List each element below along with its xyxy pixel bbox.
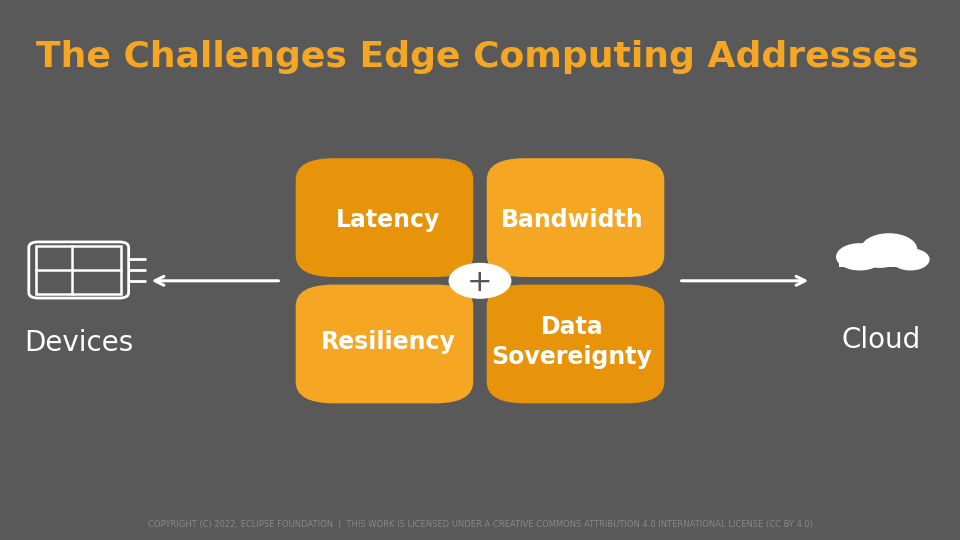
- Text: +: +: [468, 268, 492, 297]
- Circle shape: [861, 234, 917, 265]
- Text: Cloud: Cloud: [842, 326, 921, 354]
- FancyBboxPatch shape: [487, 158, 664, 277]
- Bar: [36, 246, 121, 294]
- Text: Resiliency: Resiliency: [321, 330, 455, 354]
- Text: Bandwidth: Bandwidth: [501, 207, 643, 232]
- Text: Latency: Latency: [336, 207, 440, 232]
- FancyBboxPatch shape: [296, 285, 473, 403]
- FancyBboxPatch shape: [487, 285, 664, 403]
- Circle shape: [858, 243, 901, 267]
- Bar: [839, 254, 924, 267]
- Circle shape: [837, 244, 883, 270]
- Circle shape: [449, 264, 511, 298]
- Text: The Challenges Edge Computing Addresses: The Challenges Edge Computing Addresses: [36, 40, 919, 73]
- Text: Devices: Devices: [24, 329, 133, 357]
- Circle shape: [892, 249, 929, 270]
- Text: COPYRIGHT (C) 2022, ECLIPSE FOUNDATION  |  THIS WORK IS LICENSED UNDER A CREATIV: COPYRIGHT (C) 2022, ECLIPSE FOUNDATION |…: [148, 521, 812, 529]
- FancyBboxPatch shape: [296, 158, 473, 277]
- Text: Data
Sovereignty: Data Sovereignty: [492, 315, 653, 369]
